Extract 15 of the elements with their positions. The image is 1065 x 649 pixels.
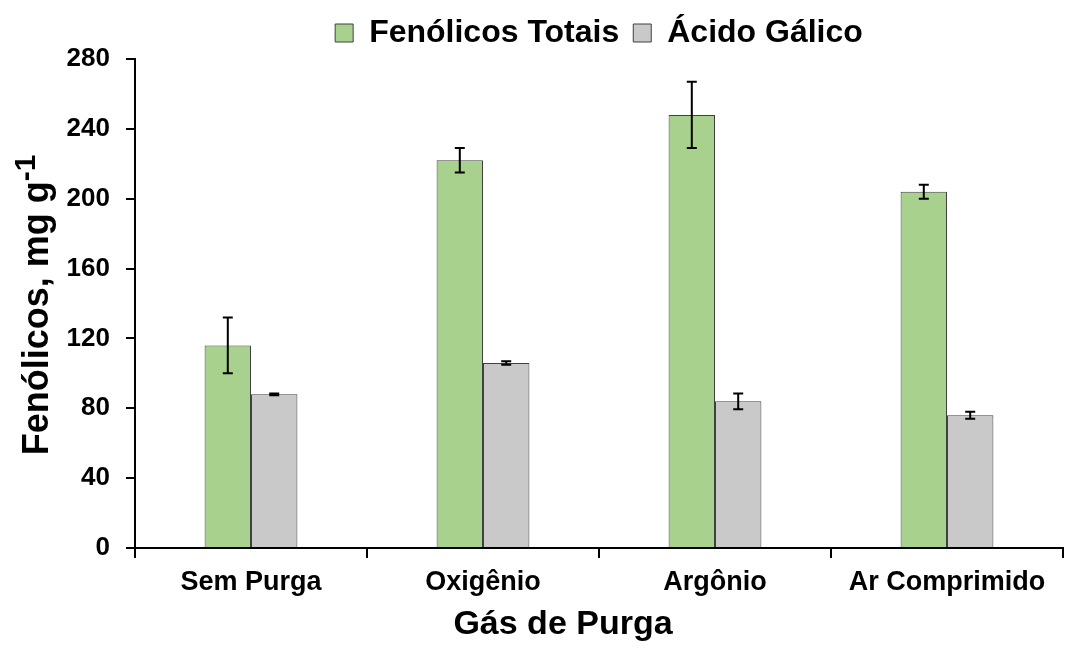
y-tick-label: 80 [81, 391, 110, 422]
y-tick-label: 40 [81, 461, 110, 492]
y-tick-label: 280 [66, 42, 110, 73]
y-tick-label: 0 [95, 531, 110, 562]
y-tick-label: 200 [66, 181, 110, 212]
y-tick-label: 240 [66, 112, 110, 143]
x-tick-label: Sem Purga [180, 565, 323, 596]
legend-label: Ácido Gálico [667, 12, 863, 49]
y-tick-label: 160 [66, 251, 110, 282]
x-tick-label: Ar Comprimido [848, 565, 1046, 596]
x-axis-title: Gás de Purga [453, 601, 673, 643]
legend-label: Fenólicos Totais [369, 12, 620, 49]
x-tick-label: Oxigênio [425, 565, 541, 596]
y-tick-label: 120 [66, 321, 110, 352]
x-tick-label: Argônio [663, 565, 767, 596]
